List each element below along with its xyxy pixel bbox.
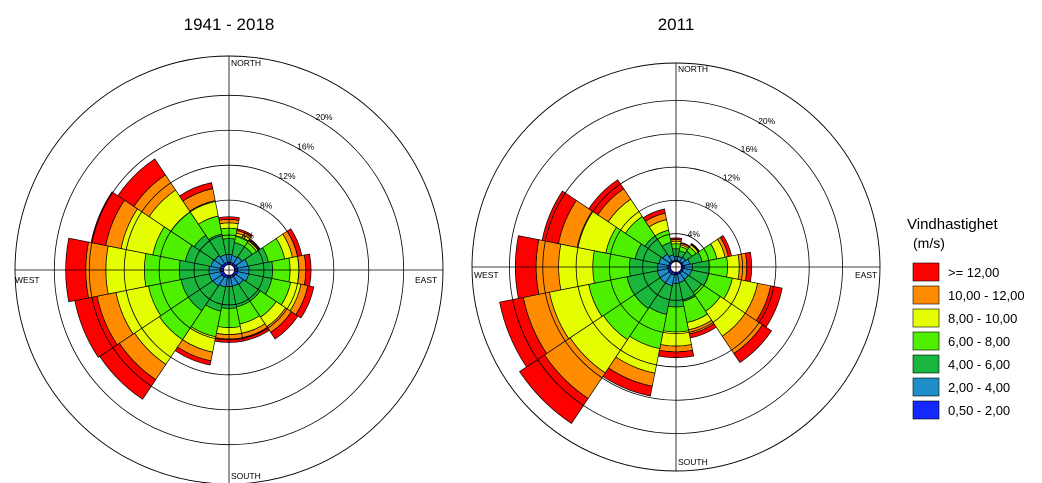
legend-swatch [912, 308, 940, 328]
ring-labels: 4% 8% 12% 16% 20% [688, 116, 776, 239]
wind-rose-2011: 2011 NORTH EAST SOUTH WEST 4% 8% 12% 16%… [471, 15, 881, 472]
ring-label-12: 12% [723, 172, 740, 182]
direction-label-north: NORTH [678, 64, 708, 74]
legend-swatch [912, 285, 940, 305]
ring-label-16: 16% [297, 142, 314, 152]
wind-rose-1941-2018: 1941 - 2018 NORTH EAST SOUTH WEST 4% 8% … [14, 15, 444, 483]
legend-swatch [912, 331, 940, 351]
legend: Vindhastighet (m/s) >= 12,00 10,00 - 12,… [907, 216, 1025, 420]
wind-sector-band [236, 228, 253, 238]
legend-label: 6,00 - 8,00 [948, 334, 1010, 349]
legend-swatch [912, 377, 940, 397]
polar-grid [471, 62, 881, 472]
direction-label-north: NORTH [231, 58, 261, 68]
wind-sector-band [270, 311, 299, 340]
wind-sectors [499, 179, 783, 424]
legend-label: 10,00 - 12,00 [948, 288, 1025, 303]
legend-swatch [912, 354, 940, 374]
wind-sector-band [179, 182, 214, 202]
wind-sector-band [541, 190, 577, 245]
ring-label-8: 8% [705, 201, 718, 211]
direction-label-south: SOUTH [678, 457, 708, 467]
legend-title: Vindhastighet [907, 216, 998, 233]
wind-sector-band [733, 324, 773, 364]
legend-label: 0,50 - 2,00 [948, 403, 1010, 418]
ring-label-8: 8% [260, 201, 273, 211]
ring-label-4: 4% [688, 229, 701, 239]
polar-grid [14, 55, 444, 483]
wind-sector-band [117, 158, 166, 207]
direction-label-west: WEST [15, 275, 40, 285]
ring-label-20: 20% [316, 112, 333, 122]
ring-label-16: 16% [741, 144, 758, 154]
wind-sector-band [588, 179, 625, 216]
direction-label-south: SOUTH [231, 471, 261, 481]
legend-label: 8,00 - 10,00 [948, 311, 1017, 326]
chart-title: 1941 - 2018 [184, 15, 275, 34]
legend-unit: (m/s) [913, 235, 945, 251]
ring-labels: 4% 8% 12% 16% 20% [242, 112, 334, 240]
direction-label-east: EAST [415, 275, 437, 285]
direction-label-east: EAST [855, 270, 877, 280]
ring-label-12: 12% [279, 171, 296, 181]
legend-swatch [912, 262, 940, 282]
legend-label: >= 12,00 [948, 265, 999, 280]
wind-sector-band [642, 208, 666, 222]
ring-label-4: 4% [242, 230, 255, 240]
legend-label: 2,00 - 4,00 [948, 380, 1010, 395]
chart-title: 2011 [658, 15, 695, 34]
direction-label-west: WEST [474, 270, 499, 280]
ring-label-20: 20% [758, 116, 775, 126]
legend-swatch [912, 400, 940, 420]
legend-label: 4,00 - 6,00 [948, 357, 1010, 372]
